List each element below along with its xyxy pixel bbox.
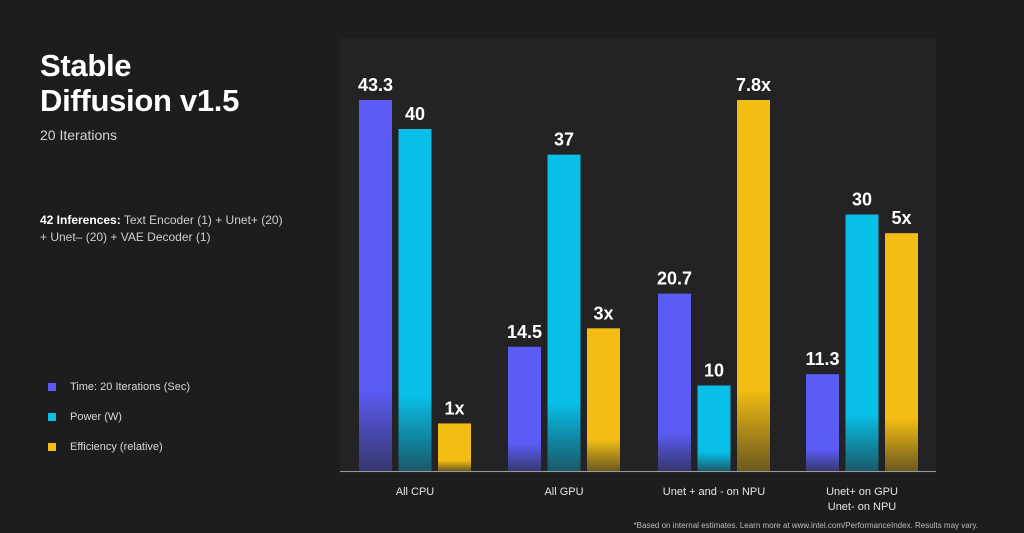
legend-swatch: [48, 413, 56, 421]
data-label: 1x: [444, 398, 464, 418]
bar: [508, 346, 541, 471]
x-tick-label: Unet+ on GPU: [826, 486, 898, 498]
legend: Time: 20 Iterations (Sec) Power (W) Effici…: [48, 372, 190, 462]
x-tick-label: All GPU: [544, 486, 583, 498]
bar: [359, 100, 392, 471]
chart-subtitle: 20 Iterations: [40, 127, 118, 143]
bar: [547, 154, 581, 471]
data-label: 10: [704, 361, 724, 381]
data-label: 11.3: [805, 349, 839, 369]
legend-item: Power (W): [48, 402, 190, 432]
bar: [885, 233, 918, 471]
bar: [398, 129, 432, 471]
data-label: 3x: [593, 303, 613, 323]
data-label: 20.7: [657, 269, 692, 289]
bar: [845, 214, 879, 471]
data-label: 14.5: [507, 322, 542, 342]
chart-title: Stable Diffusion v1.5: [40, 48, 290, 118]
data-label: 43.3: [358, 75, 393, 95]
bar: [697, 385, 731, 471]
title-block: Stable Diffusion v1.5 20 Iterations: [40, 48, 290, 143]
legend-label: Efficiency (relative): [70, 441, 163, 453]
inferences-note-label: 42 Inferences:: [40, 213, 121, 227]
bar: [438, 423, 471, 471]
legend-label: Time: 20 Iterations (Sec): [70, 381, 191, 393]
data-label: 30: [852, 190, 872, 210]
x-tick-label: Unet + and - on NPU: [663, 486, 765, 498]
data-label: 5x: [891, 208, 911, 228]
data-label: 37: [554, 130, 574, 150]
legend-label: Power (W): [70, 411, 122, 423]
legend-swatch: [48, 383, 56, 391]
bar: [658, 293, 691, 471]
data-label: 40: [405, 104, 425, 124]
legend-swatch: [48, 443, 56, 451]
bar: [737, 100, 770, 471]
data-label: 7.8x: [736, 75, 771, 95]
title-line-2: Diffusion v1.5: [40, 83, 240, 118]
bar: [587, 328, 620, 471]
inferences-note-text: Text Encoder (1) + Unet+ (20) + Unet– (2…: [40, 213, 283, 244]
legend-item: Time: 20 Iterations (Sec): [48, 372, 190, 402]
title-line-1: Stable: [40, 48, 132, 83]
legend-item: Efficiency (relative): [48, 432, 190, 462]
footnote: *Based on internal estimates. Learn more…: [633, 521, 978, 530]
bar: [806, 374, 839, 471]
inferences-note: 42 Inferences: Text Encoder (1) + Unet+ …: [40, 212, 285, 246]
x-tick-label: Unet- on NPU: [828, 501, 897, 513]
x-tick-label: All CPU: [396, 486, 435, 498]
